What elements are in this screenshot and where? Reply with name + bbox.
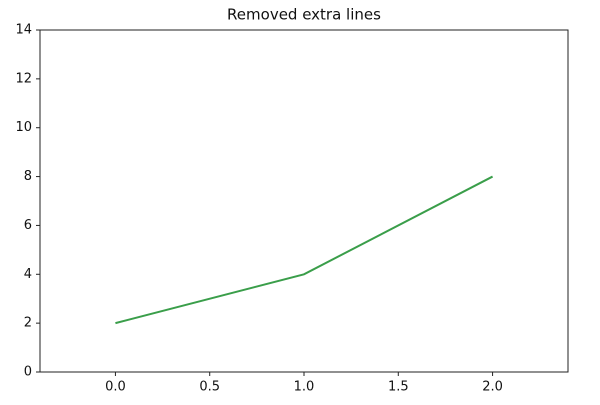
y-tick-label: 10 [15, 120, 32, 135]
data-line [115, 175, 494, 325]
y-tick-label: 8 [24, 169, 32, 184]
x-tick-label: 0.0 [105, 380, 126, 395]
y-tick-label: 0 [24, 365, 32, 380]
x-tick-label: 1.5 [388, 380, 409, 395]
plot-frame [39, 29, 569, 373]
y-tick-label: 4 [24, 267, 32, 282]
y-tick-label: 6 [24, 218, 32, 233]
x-tick-label: 2.0 [482, 380, 503, 395]
y-tick-label: 2 [24, 316, 32, 331]
y-tick-label: 14 [15, 23, 32, 38]
x-tick-label: 1.0 [294, 380, 315, 395]
x-tick-label: 0.5 [199, 380, 220, 395]
chart-title: Removed extra lines [227, 6, 381, 24]
y-tick-label: 12 [15, 71, 32, 86]
